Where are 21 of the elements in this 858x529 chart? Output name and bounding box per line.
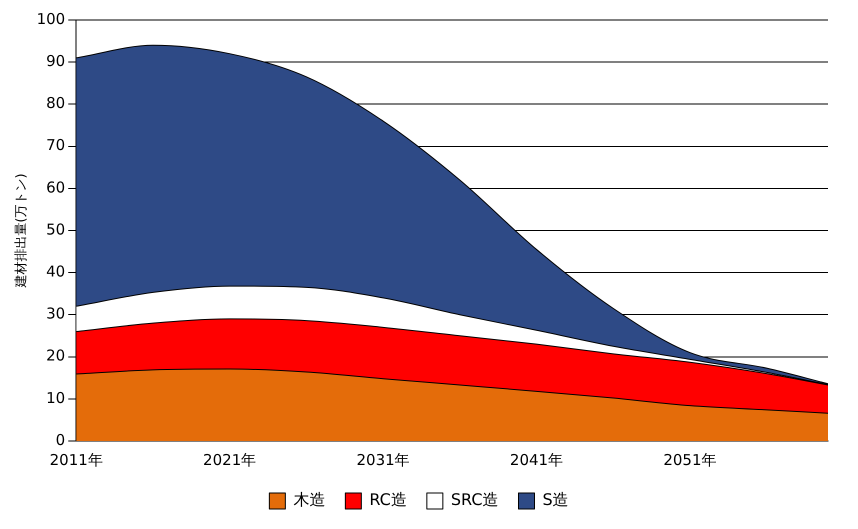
y-tick-label: 60 [46, 178, 66, 196]
y-axis-title: 建材排出量(万トン) [14, 173, 30, 289]
x-tick-label: 2031年 [356, 450, 410, 469]
legend-label: S造 [542, 490, 569, 510]
legend-label: RC造 [369, 490, 407, 510]
y-tick-label: 50 [46, 220, 66, 238]
x-tick-label: 2011年 [50, 450, 103, 469]
x-tick-label: 2021年 [203, 450, 256, 469]
y-tick-label: 20 [46, 346, 66, 365]
legend-label: 木造 [293, 490, 326, 510]
x-tick-label: 2041年 [510, 450, 564, 469]
y-tick-label: 0 [56, 430, 66, 449]
y-tick-label: 40 [46, 262, 66, 280]
y-tick-label: 10 [46, 388, 66, 407]
y-tick-label: 30 [46, 304, 66, 323]
x-tick-label: 2051年 [663, 450, 717, 469]
y-tick-label: 70 [46, 136, 66, 154]
y-tick-label: 80 [46, 94, 66, 112]
y-tick-label: 90 [46, 52, 66, 70]
legend-label: SRC造 [450, 490, 498, 510]
y-tick-label: 100 [36, 10, 66, 28]
